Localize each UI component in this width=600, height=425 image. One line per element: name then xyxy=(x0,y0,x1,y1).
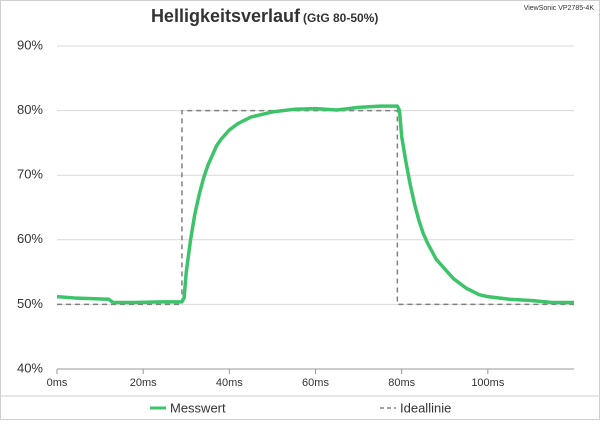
chart-title: Helligkeitsverlauf xyxy=(151,6,301,26)
y-tick-label: 90% xyxy=(17,37,43,52)
y-tick-label: 50% xyxy=(17,296,43,311)
x-tick-label: 20ms xyxy=(130,377,157,389)
x-tick-label: 80ms xyxy=(388,377,415,389)
y-tick-label: 60% xyxy=(17,231,43,246)
x-tick-label: 0ms xyxy=(47,377,68,389)
series-line xyxy=(56,104,574,305)
x-tick-label: 100ms xyxy=(471,377,505,389)
legend-label: Messwert xyxy=(170,400,226,415)
legend-label: Ideallinie xyxy=(400,400,451,415)
x-tick-label: 40ms xyxy=(216,377,243,389)
y-tick-label: 40% xyxy=(17,360,43,375)
y-tick-label: 70% xyxy=(17,167,43,182)
x-tick-label: 60ms xyxy=(302,377,329,389)
annotation: ViewSonic VP2785-4K xyxy=(524,5,595,12)
y-tick-label: 80% xyxy=(17,102,43,117)
chart-subtitle: (GtG 80-50%) xyxy=(303,11,378,25)
